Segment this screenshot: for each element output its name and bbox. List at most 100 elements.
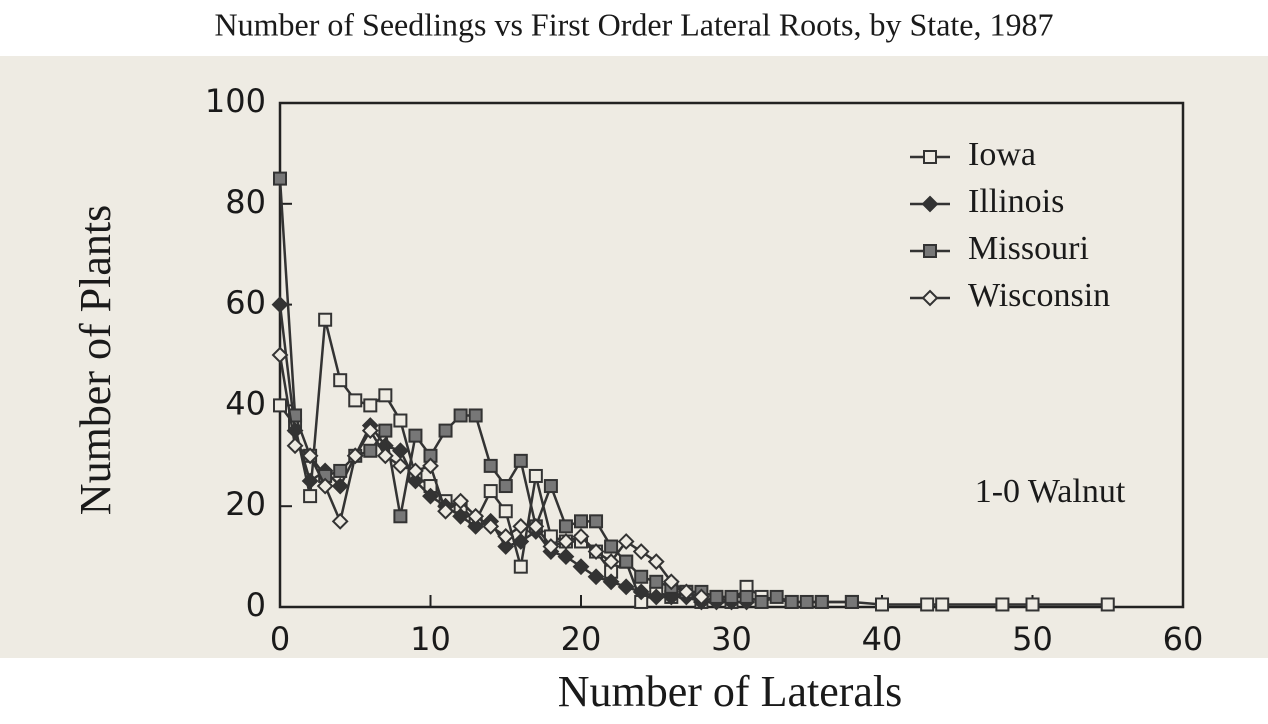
- marker: [271, 346, 289, 364]
- marker: [301, 447, 319, 465]
- marker: [468, 408, 483, 423]
- marker: [754, 594, 769, 609]
- marker: [363, 443, 378, 458]
- marker: [527, 517, 545, 535]
- legend-label: Wisconsin: [968, 277, 1110, 314]
- marker: [512, 533, 530, 550]
- marker: [647, 588, 665, 606]
- marker: [589, 514, 604, 529]
- marker: [437, 502, 454, 520]
- legend-label: Illinois: [968, 183, 1064, 220]
- marker: [331, 477, 349, 495]
- marker: [346, 447, 364, 465]
- chart-title: Number of Seedlings vs First Order Later…: [215, 6, 1054, 42]
- marker: [482, 517, 500, 535]
- marker: [333, 463, 348, 478]
- marker: [483, 484, 498, 499]
- marker: [348, 393, 363, 408]
- marker: [557, 533, 575, 550]
- marker: [453, 408, 468, 423]
- marker: [391, 457, 409, 475]
- legend-marker: [923, 244, 937, 258]
- marker: [498, 479, 513, 494]
- legend-label: Iowa: [968, 136, 1036, 173]
- marker: [407, 472, 424, 490]
- marker: [709, 589, 724, 604]
- x-tick-label: 10: [410, 620, 451, 658]
- y-tick-label: 100: [205, 82, 266, 120]
- x-axis-label: Number of Laterals: [558, 667, 903, 716]
- marker: [286, 437, 304, 455]
- marker: [512, 517, 530, 535]
- marker: [376, 447, 394, 465]
- marker: [602, 573, 620, 591]
- marker: [422, 487, 439, 505]
- marker: [497, 538, 515, 555]
- marker: [543, 479, 558, 494]
- marker: [649, 574, 664, 589]
- y-axis-label: Number of Plants: [71, 205, 120, 515]
- marker: [572, 558, 590, 576]
- marker: [273, 398, 287, 413]
- y-tick-label: 60: [225, 284, 266, 322]
- legend-marker: [921, 195, 939, 213]
- marker: [542, 538, 560, 555]
- marker: [513, 453, 528, 468]
- marker: [634, 569, 649, 584]
- marker: [1025, 597, 1040, 612]
- x-tick-label: 30: [711, 620, 752, 658]
- marker: [467, 517, 485, 535]
- marker: [769, 589, 784, 604]
- marker: [378, 423, 393, 438]
- marker: [875, 597, 889, 612]
- marker: [378, 388, 393, 403]
- marker: [363, 398, 378, 413]
- marker: [318, 312, 333, 327]
- marker: [498, 504, 513, 519]
- x-tick-label: 50: [1012, 620, 1053, 658]
- scan-background: [0, 56, 1268, 658]
- marker: [483, 458, 498, 473]
- marker: [814, 594, 829, 609]
- marker: [273, 171, 287, 186]
- marker: [438, 423, 453, 438]
- marker: [920, 597, 935, 612]
- marker: [333, 373, 348, 388]
- marker: [799, 594, 814, 609]
- marker: [572, 528, 590, 545]
- marker: [935, 597, 950, 612]
- marker: [1100, 597, 1115, 612]
- marker: [677, 583, 695, 601]
- marker: [617, 533, 635, 550]
- marker: [452, 507, 470, 525]
- marker: [361, 422, 379, 440]
- marker: [619, 554, 634, 569]
- marker: [408, 428, 423, 443]
- marker: [393, 509, 408, 524]
- y-tick-label: 0: [246, 586, 266, 624]
- marker: [692, 588, 710, 606]
- marker: [574, 514, 588, 529]
- x-tick-label: 60: [1163, 620, 1204, 658]
- marker: [724, 589, 739, 604]
- marker: [331, 512, 349, 530]
- marker: [617, 578, 635, 596]
- marker: [528, 468, 543, 483]
- marker: [587, 568, 605, 586]
- marker: [739, 589, 754, 604]
- annotation: 1-0 Walnut: [975, 473, 1126, 510]
- marker: [784, 594, 799, 609]
- x-tick-label: 0: [270, 620, 290, 658]
- marker: [393, 413, 408, 428]
- marker: [558, 519, 573, 534]
- legend-label: Missouri: [968, 230, 1089, 267]
- marker: [647, 553, 665, 571]
- marker: [587, 543, 605, 560]
- marker: [995, 597, 1010, 612]
- marker: [303, 489, 318, 504]
- y-tick-label: 20: [225, 485, 266, 523]
- marker: [497, 528, 515, 545]
- marker: [844, 594, 859, 609]
- legend-marker: [923, 150, 937, 164]
